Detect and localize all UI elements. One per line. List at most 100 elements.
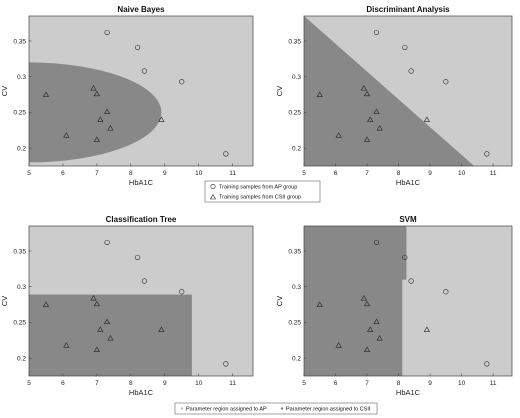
ap-sample-point <box>484 151 490 157</box>
csii-sample-point <box>373 108 380 115</box>
x-tick-label: 5 <box>27 170 31 177</box>
x-axis-label: HbA1C <box>129 178 154 187</box>
x-tick-label: 11 <box>229 170 236 177</box>
x-tick-label: 5 <box>302 170 306 177</box>
ap-sample-point <box>223 361 229 367</box>
x-tick-label: 11 <box>229 380 236 387</box>
csii-sample-point <box>335 132 342 138</box>
csii-region-group <box>29 62 162 163</box>
chart-panel-4: SVM 5 6 7 8 9 10 11 0.2 0.25 0.3 0.35 HbA1C CV <box>275 215 513 397</box>
samples-legend-box <box>204 180 321 203</box>
x-tick-label: 9 <box>163 170 167 177</box>
legend-ap-circle-marker <box>210 184 216 190</box>
chart-title: Naive Bayes <box>117 5 165 14</box>
y-tick-label: 0.35 <box>13 38 26 45</box>
ap-sample-point <box>373 239 380 246</box>
axes-box <box>303 225 513 377</box>
x-tick-label: 10 <box>458 170 466 177</box>
csii-sample-point <box>103 318 111 325</box>
csii-sample-point <box>103 108 111 115</box>
x-tick-label: 6 <box>334 170 338 177</box>
x-tick-label: 7 <box>365 170 369 177</box>
csii-sample-point <box>363 346 371 352</box>
x-tick-label: 5 <box>302 380 306 387</box>
chart-panel-3: Classification Tree 5 6 7 8 9 10 11 0.2 0.25 0.3 0.… <box>0 215 254 397</box>
x-tick-label: 10 <box>195 380 203 387</box>
legend-csii-region-label: Parameter region assigned to CSII <box>286 407 371 413</box>
y-tick-label: 0.25 <box>288 110 301 117</box>
y-tick-label: 0.3 <box>17 74 26 81</box>
y-tick-label: 0.3 <box>292 74 301 81</box>
ap-sample-point <box>104 29 110 36</box>
x-tick-label: 6 <box>61 170 65 177</box>
legend-csii-samples-label: Training samples from CSII group <box>219 195 301 201</box>
legend-csii-region-marker <box>280 407 284 410</box>
x-axis-label: HbA1C <box>396 178 421 187</box>
ap-sample-point <box>408 278 414 284</box>
y-tick-label: 0.25 <box>13 320 26 327</box>
axes-box <box>28 15 254 167</box>
y-tick-label: 0.2 <box>292 355 301 362</box>
csii-sample-point <box>376 125 383 131</box>
csii-region-group <box>304 16 475 166</box>
x-tick-label: 9 <box>163 380 167 387</box>
ap-sample-point <box>443 79 449 85</box>
csii-sample-point <box>367 326 374 332</box>
chart-title: SVM <box>399 215 417 224</box>
csii-region <box>304 16 475 166</box>
x-tick-label: 9 <box>428 380 432 387</box>
axes-box <box>303 15 513 167</box>
x-tick-label: 5 <box>27 380 31 387</box>
y-tick-label: 0.25 <box>288 320 301 327</box>
csii-region <box>304 226 407 376</box>
csii-sample-point <box>93 90 100 97</box>
x-tick-label: 8 <box>397 380 401 387</box>
ap-sample-point <box>179 289 185 295</box>
csii-sample-point <box>42 301 50 307</box>
x-tick-label: 10 <box>458 380 466 387</box>
csii-sample-point <box>42 91 50 97</box>
csii-sample-point <box>367 116 374 122</box>
ap-sample-point <box>408 68 414 74</box>
regions-legend-box <box>174 402 378 415</box>
y-axis-label: CV <box>275 86 284 96</box>
csii-sample-point <box>90 295 97 301</box>
csii-sample-point <box>97 326 104 332</box>
y-tick-label: 0.25 <box>13 110 26 117</box>
samples-legend: Training samples from AP group Training … <box>204 180 321 203</box>
axes-box <box>28 225 254 377</box>
x-tick-label: 11 <box>490 380 497 387</box>
ap-sample-point <box>402 254 408 261</box>
x-axis-label: HbA1C <box>129 388 154 397</box>
y-tick-label: 0.35 <box>288 248 301 255</box>
x-tick-label: 6 <box>61 380 65 387</box>
ap-sample-point <box>141 68 147 74</box>
x-tick-label: 6 <box>334 380 338 387</box>
csii-sample-point <box>316 301 323 307</box>
y-tick-label: 0.35 <box>13 248 26 255</box>
x-tick-label: 7 <box>365 380 369 387</box>
chart-title: Discriminant Analysis <box>366 5 450 14</box>
csii-sample-point <box>335 342 342 348</box>
y-tick-label: 0.2 <box>17 145 26 152</box>
csii-sample-point <box>373 318 380 325</box>
csii-sample-point <box>423 116 431 122</box>
regions-legend: Parameter region assigned to AP Paramete… <box>174 402 378 415</box>
x-tick-label: 8 <box>397 170 401 177</box>
y-tick-label: 0.3 <box>292 284 301 291</box>
y-axis-label: CV <box>0 86 9 96</box>
ap-sample-point <box>484 361 490 367</box>
csii-sample-point <box>423 326 431 332</box>
chart-title: Classification Tree <box>106 215 177 224</box>
chart-panel-2: Discriminant Analysis 5 6 7 8 9 10 11 0.2 0.25 0.3… <box>275 5 513 187</box>
ap-sample-point <box>135 44 141 51</box>
legend-ap-samples-label: Training samples from AP group <box>219 185 297 191</box>
x-tick-label: 10 <box>195 170 203 177</box>
csii-sample-point <box>97 116 104 122</box>
csii-sample-point <box>63 342 70 348</box>
ap-sample-point <box>373 29 380 36</box>
csii-region-group <box>304 226 407 376</box>
csii-sample-point <box>93 346 100 352</box>
csii-sample-point <box>93 136 100 142</box>
csii-sample-point <box>63 132 70 138</box>
